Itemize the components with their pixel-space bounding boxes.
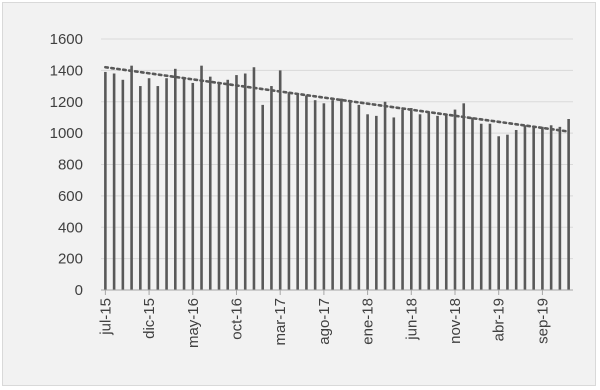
bar-feb-16 (165, 78, 168, 290)
bar-oct-17 (340, 98, 343, 290)
bar-mar-18 (383, 101, 387, 290)
bar-sep-16 (226, 79, 230, 290)
bar-chart: 0 200 400 600 800 1000 1200 1400 1600 jul-15 dic-… (50, 31, 573, 348)
bar-dic-17 (357, 104, 361, 290)
bar-nov-17 (348, 101, 352, 290)
x-tick-label: nov-18 (447, 298, 464, 344)
bar-mar-19 (488, 123, 492, 291)
bars (104, 65, 570, 291)
bar-sep-17 (331, 100, 334, 291)
y-tick-label: 400 (58, 219, 83, 236)
bar-jun-16 (200, 65, 203, 290)
y-tick-label: 600 (58, 188, 83, 205)
bar-ene-18 (366, 114, 369, 290)
bar-ene-19 (471, 117, 474, 290)
bar-feb-19 (479, 123, 483, 291)
bar-feb-17 (270, 86, 273, 290)
bar-nov-16 (243, 73, 247, 290)
bar-oct-16 (235, 75, 238, 290)
bar-ago-18 (427, 112, 431, 290)
bar-dic-15 (147, 78, 151, 290)
bar-mar-16 (174, 68, 177, 290)
x-tick-label: ene-18 (360, 298, 377, 345)
bar-ene-16 (156, 86, 160, 290)
bar-jun-18 (410, 108, 413, 290)
x-tick-label: mar-17 (272, 298, 289, 346)
bar-ago-16 (217, 82, 221, 291)
x-tick-label: jul-15 (97, 298, 114, 336)
bar-jul-15 (104, 71, 107, 290)
axes (101, 289, 573, 295)
bar-jul-18 (418, 114, 422, 290)
bar-jul-17 (313, 100, 317, 291)
bar-ago-15 (112, 73, 116, 290)
gridlines (101, 38, 573, 260)
bar-jun-19 (514, 129, 518, 290)
bar-abr-18 (392, 117, 396, 290)
bar-nov-15 (139, 86, 142, 290)
x-tick-label: may-16 (185, 298, 202, 348)
bar-abr-16 (182, 78, 186, 290)
bar-nov-19 (558, 126, 562, 290)
bar-ago-17 (322, 103, 326, 290)
bar-mar-17 (278, 70, 282, 291)
bar-abr-17 (287, 92, 291, 290)
bar-feb-18 (375, 115, 378, 291)
bar-may-19 (506, 134, 509, 290)
bar-ene-17 (261, 104, 264, 290)
x-tick-label: abr-19 (491, 298, 508, 341)
bar-may-17 (296, 93, 299, 290)
y-tick-label: 0 (75, 282, 83, 299)
bar-ago-19 (532, 126, 535, 290)
y-tick-label: 1000 (50, 125, 83, 142)
bar-jun-17 (305, 95, 308, 290)
bar-oct-15 (130, 65, 133, 290)
trendline-linear (104, 65, 570, 133)
x-tick-label: sep-19 (534, 298, 551, 344)
chart-frame: 0 200 400 600 800 1000 1200 1400 1600 jul-15 dic-… (2, 2, 596, 386)
x-tick-label: dic-15 (141, 298, 158, 339)
y-tick-label: 1400 (50, 62, 83, 79)
bar-dic-19 (567, 119, 570, 290)
bar-sep-19 (541, 126, 544, 290)
bar-oct-19 (549, 125, 553, 290)
bar-may-18 (401, 109, 404, 290)
x-tick-labels: jul-15 dic-15 may-16 oct-16 mar-17 ago-17 ene-… (97, 298, 551, 348)
bar-nov-18 (453, 109, 457, 290)
trendline (104, 65, 570, 133)
y-tick-label: 800 (58, 157, 83, 174)
y-tick-labels: 0 200 400 600 800 1000 1200 1400 1600 (50, 31, 83, 299)
bar-jul-16 (208, 76, 212, 291)
bar-sep-15 (121, 79, 125, 290)
y-tick-label: 1600 (50, 31, 83, 48)
bar-may-16 (191, 82, 195, 291)
bar-oct-18 (444, 114, 448, 290)
bar-dic-18 (462, 103, 466, 290)
bar-abr-19 (497, 136, 500, 290)
bar-dic-16 (252, 67, 256, 291)
bar-jul-19 (523, 125, 527, 290)
bar-sep-18 (436, 115, 439, 291)
x-tick-label: ago-17 (316, 298, 333, 345)
y-tick-label: 200 (58, 251, 83, 268)
y-tick-label: 1200 (50, 94, 83, 111)
x-tick-label: oct-16 (228, 298, 245, 340)
x-tick-label: jun-18 (403, 298, 420, 341)
